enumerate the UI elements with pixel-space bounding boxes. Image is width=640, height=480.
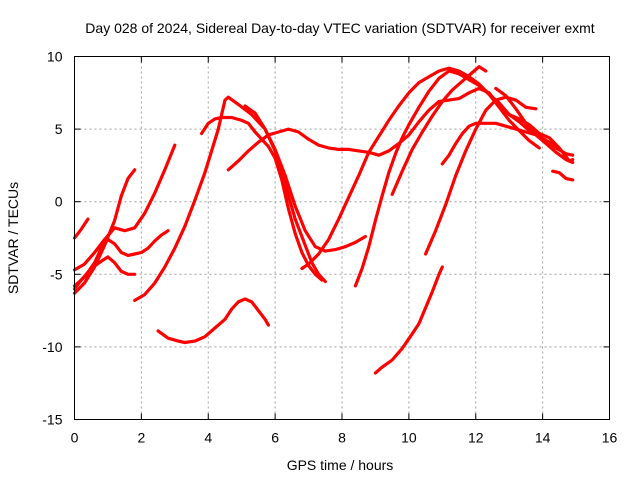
series-line-s15	[440, 121, 575, 166]
x-tick-label: 8	[338, 430, 346, 446]
x-tick-label: 16	[602, 430, 618, 446]
series-line-s11	[300, 66, 541, 271]
x-axis-label: GPS time / hours	[287, 457, 394, 473]
series-line-s8	[200, 115, 324, 282]
series-group	[72, 65, 575, 375]
series-line-s14	[424, 95, 538, 256]
x-tick-label: 6	[271, 430, 279, 446]
y-axis-label: SDTVAR / TECUs	[5, 182, 21, 294]
series-line-s1	[72, 217, 90, 240]
series-line-s3	[72, 143, 177, 272]
series-line-s6	[133, 95, 327, 302]
y-tick-label: 0	[55, 194, 63, 210]
series-line-s9	[243, 104, 367, 253]
x-tick-label: 10	[401, 430, 417, 446]
grid-lines	[74, 56, 610, 420]
x-tick-label: 4	[204, 430, 212, 446]
series-line-s10	[226, 86, 575, 172]
series-line-s7	[156, 297, 270, 345]
x-tick-label: 12	[468, 430, 484, 446]
tick-labels: 0 2 4 6 8 10 12 14 16 -15 -10 -5 0 5 10	[42, 49, 617, 446]
chart-title: Day 028 of 2024, Sidereal Day-to-day VTE…	[85, 20, 594, 36]
axis-ticks	[74, 56, 610, 420]
y-tick-label: 10	[47, 49, 63, 65]
y-tick-label: -5	[50, 266, 63, 282]
series-line-s4	[72, 229, 170, 288]
y-tick-label: -10	[42, 339, 62, 355]
y-tick-label: 5	[55, 121, 63, 137]
x-tick-label: 2	[137, 430, 145, 446]
series-line-s16	[494, 86, 575, 165]
series-line-s13	[390, 65, 488, 196]
x-tick-label: 0	[71, 430, 79, 446]
x-tick-label: 14	[535, 430, 551, 446]
series-line-s17	[373, 265, 444, 375]
series-line-s18	[551, 169, 575, 182]
y-tick-label: -15	[42, 412, 62, 428]
series-line-s12	[353, 69, 558, 288]
series-line-s5	[72, 255, 137, 291]
